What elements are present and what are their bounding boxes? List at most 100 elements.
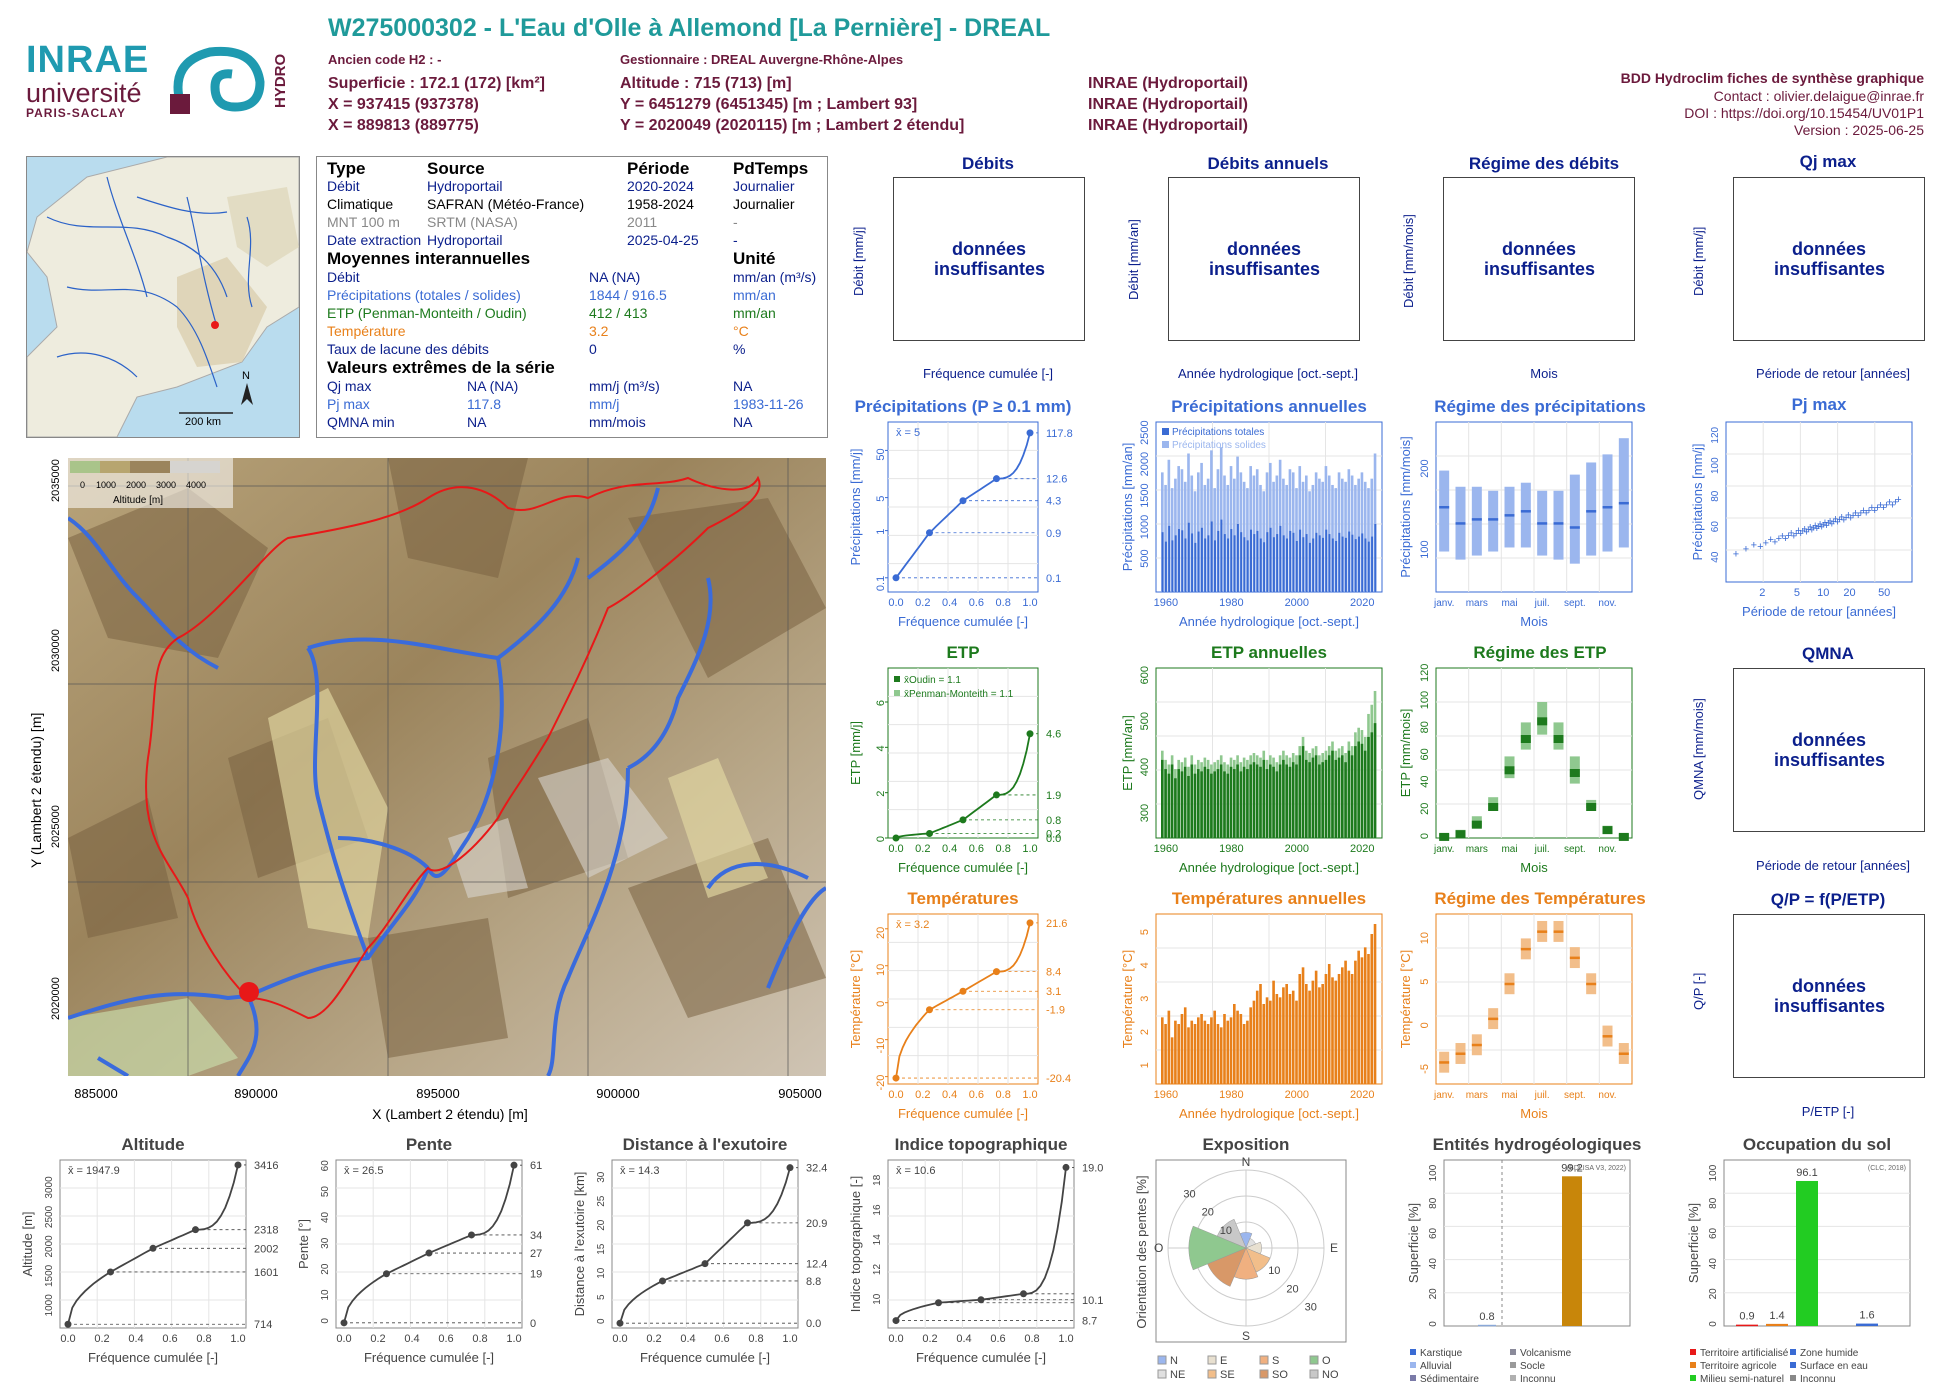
bar <box>1255 764 1259 838</box>
temp-regime-chart: Régime des Températures -5 0 5 10 janv. mars ma… <box>1398 889 1646 1121</box>
legend-label: NO <box>1322 1369 1339 1381</box>
x-tick-label: 0.8 <box>472 1333 487 1345</box>
month-median <box>1618 1052 1629 1055</box>
qp-xlabel: P/ETP [-] <box>1801 1104 1855 1119</box>
y-tick-label: 2500 <box>44 1205 55 1228</box>
x-axis-label: Fréquence cumulée [-] <box>898 614 1028 629</box>
cell: SRTM (NASA) <box>427 214 518 230</box>
bar-total <box>1200 462 1203 592</box>
bar <box>1164 769 1167 838</box>
bar <box>1229 1017 1233 1084</box>
month-median <box>1569 956 1580 960</box>
quantile-point <box>959 987 967 995</box>
cell: °C <box>733 323 749 339</box>
month-median <box>1602 826 1613 835</box>
cell: Qj max <box>327 378 372 394</box>
altitude-legend: 0 1000 2000 3000 4000 Altitude [m] <box>68 458 233 508</box>
pjmax-point: + <box>1838 512 1844 524</box>
y-axis-label: Pente [°] <box>296 1219 311 1269</box>
y-tick-label: 400 <box>1139 758 1151 776</box>
bar <box>1252 762 1256 838</box>
bar <box>1314 970 1318 1084</box>
month-median <box>1504 514 1515 517</box>
x-tick-label: 1.0 <box>1022 1089 1037 1101</box>
x-tick-label: juil. <box>1534 598 1550 609</box>
legend-swatch <box>1207 1355 1217 1365</box>
pjmax-point: + <box>1743 544 1749 556</box>
legend-swatch <box>1510 1375 1516 1381</box>
bar <box>1259 766 1262 838</box>
bar-solid <box>1305 534 1308 592</box>
bar-solid <box>1318 535 1321 592</box>
right-tick-label: 8.7 <box>1082 1316 1097 1328</box>
x-tick-label: mai <box>1501 598 1517 609</box>
bar <box>1305 759 1308 838</box>
pjmax-point: + <box>1832 514 1838 526</box>
x-tick-label: 0.6 <box>714 1333 729 1345</box>
alt-tick: 2000 <box>126 480 146 490</box>
pjmax-point: + <box>1757 541 1763 553</box>
doi-link[interactable]: DOI : https://doi.org/10.15454/UV01P1 <box>1684 105 1924 121</box>
unite-title: Unité <box>733 249 776 268</box>
pjmax-point: + <box>1772 536 1778 548</box>
bar-value-label: 99.2 <box>1561 1162 1582 1174</box>
pjmax-point: + <box>1810 522 1816 534</box>
y-tick-label: 2000 <box>44 1235 55 1258</box>
bar <box>1354 960 1357 1084</box>
right-tick-label: 21.6 <box>1046 918 1067 930</box>
month-median <box>1537 717 1548 726</box>
cell: mm/mois <box>589 414 646 430</box>
x-tick-label: 0.0 <box>888 1333 903 1345</box>
x-tick-label: 0.2 <box>370 1333 385 1345</box>
legend-swatch <box>1790 1362 1796 1368</box>
legend-label: Karstique <box>1420 1348 1463 1359</box>
y-axis-label: Température [°C] <box>1398 950 1413 1048</box>
bar <box>1262 759 1266 838</box>
y-tick-label: 1000 <box>1139 515 1151 539</box>
chart-title: Indice topographique <box>895 1135 1068 1154</box>
chart-title: Régime des précipitations <box>1434 397 1646 416</box>
y-tick-label: 0 <box>875 836 887 842</box>
month-range <box>1586 462 1597 556</box>
bar <box>1562 1176 1582 1326</box>
quantile-point <box>935 1299 942 1307</box>
x-axis-label: Mois <box>1520 860 1548 875</box>
bar-total <box>1327 475 1331 592</box>
month-median <box>1569 526 1580 529</box>
alt-tick: 0 <box>80 480 85 490</box>
bar-total <box>1367 488 1370 592</box>
bar-solid <box>1168 525 1171 592</box>
qp-insufficient-panel: données insuffisantes <box>1733 914 1925 1078</box>
scale-label: 200 km <box>185 416 221 428</box>
qjmax-insufficient-panel: données insuffisantes <box>1733 177 1925 341</box>
info-table: Type Source Période PdTemps Débit Hydrop… <box>316 156 828 438</box>
bar-solid <box>1279 525 1282 592</box>
pjmax-point: + <box>1800 526 1806 538</box>
bar <box>1334 980 1338 1084</box>
y-axis-label: Précipitations [mm/an] <box>1120 443 1135 572</box>
bar <box>1242 766 1246 838</box>
x-tick-label: 0.6 <box>438 1333 453 1345</box>
month-median <box>1553 735 1564 743</box>
bar <box>1164 1024 1167 1084</box>
x-tick-label: 0.8 <box>996 843 1011 855</box>
cell: NA (NA) <box>467 378 519 394</box>
bar <box>1170 1037 1174 1084</box>
bar <box>1367 954 1370 1084</box>
quantile-point <box>1026 429 1034 437</box>
pjmax-point: + <box>1823 520 1829 532</box>
right-tick-label: 714 <box>254 1319 272 1331</box>
x-tick-label: 0.6 <box>969 843 984 855</box>
bar-solid <box>1272 537 1275 592</box>
bar-solid <box>1295 541 1298 592</box>
ring-label: 10 <box>1268 1265 1280 1277</box>
bar <box>1347 750 1351 838</box>
bar-solid <box>1197 531 1200 592</box>
legend-label: Territoire agricole <box>1700 1361 1777 1372</box>
bar <box>1216 769 1220 838</box>
bar <box>1285 984 1288 1084</box>
bar-solid <box>1302 537 1305 592</box>
bar <box>1272 766 1275 838</box>
